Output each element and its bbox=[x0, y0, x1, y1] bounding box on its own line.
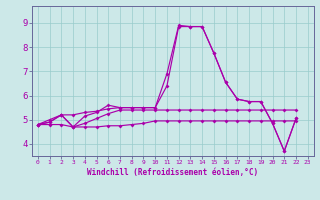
X-axis label: Windchill (Refroidissement éolien,°C): Windchill (Refroidissement éolien,°C) bbox=[87, 168, 258, 177]
